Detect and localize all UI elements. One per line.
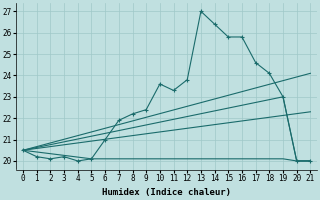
X-axis label: Humidex (Indice chaleur): Humidex (Indice chaleur) — [102, 188, 231, 197]
